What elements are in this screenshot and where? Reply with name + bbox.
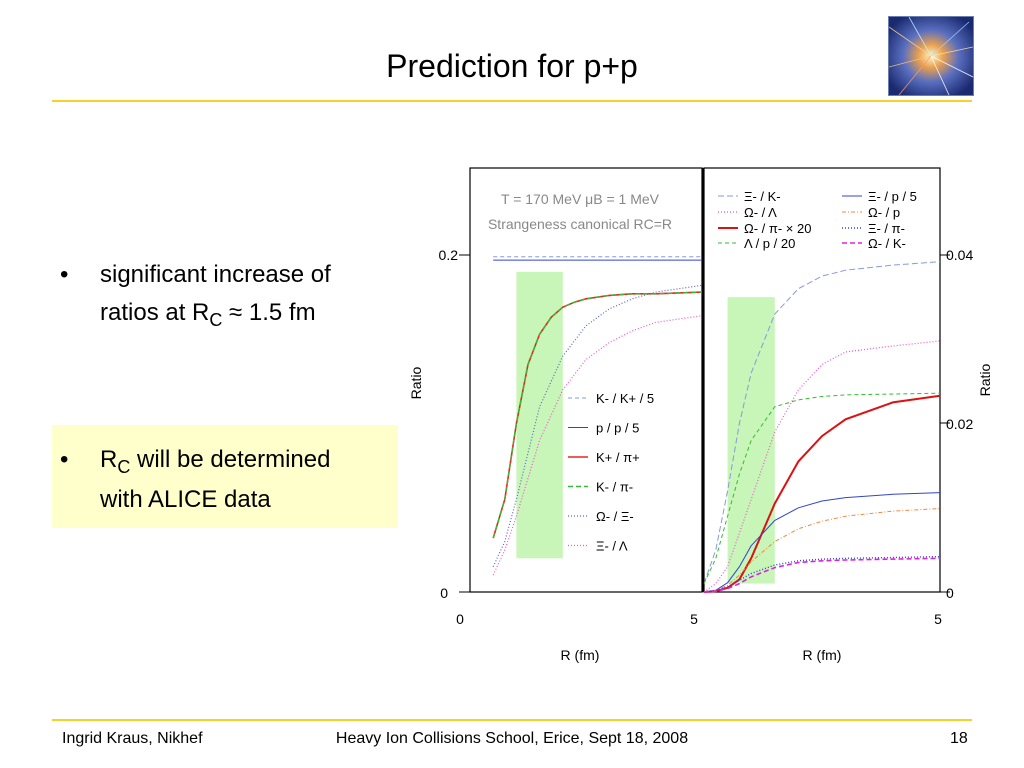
footer-author: Ingrid Kraus, Nikhef xyxy=(62,730,203,747)
rc-highlight-band xyxy=(516,271,563,559)
bullet-text: significant increase of ratios at RC ≈ 1… xyxy=(100,256,400,332)
x-tick-label: 0 xyxy=(456,611,464,627)
page-number: 18 xyxy=(950,730,968,747)
legend-label: Ξ- / p / 5 xyxy=(868,189,917,204)
x-axis-title: R (fm) xyxy=(803,647,842,663)
left-chart-panel: 0 5 0 0.2 R (fm) Ratio T = 170 MeV μB = 1 MeV S… xyxy=(408,167,703,663)
legend-label: Ξ- / K- xyxy=(744,189,781,204)
collision-event-logo xyxy=(888,16,974,96)
legend-label: K+ / π+ xyxy=(596,450,640,465)
slide-title: Prediction for p+p xyxy=(386,48,638,84)
legend-label: Ω- / K- xyxy=(868,236,906,251)
series-line xyxy=(703,492,941,593)
bullet-text-line: significant increase of xyxy=(100,261,331,288)
rc-highlight-band xyxy=(727,297,775,584)
y-tick-label: 0 xyxy=(440,585,448,601)
annotation-text: Strangeness canonical RC=R xyxy=(488,216,672,232)
legend-label: Ξ- / Λ xyxy=(596,539,628,554)
y-tick-label: 0.04 xyxy=(946,247,973,263)
bullet-item: • RC will be determined with ALICE data xyxy=(60,440,400,520)
plot-frame xyxy=(469,167,703,593)
y-tick-label: 0.2 xyxy=(439,247,459,263)
y-tick-label: 0.02 xyxy=(946,416,973,432)
title-divider xyxy=(52,100,972,102)
footer-event: Heavy Ion Collisions School, Erice, Sept… xyxy=(335,730,689,747)
legend-label: Ω- / Λ xyxy=(744,205,777,220)
subscript: C xyxy=(117,457,131,477)
bullet-text-line: with ALICE data xyxy=(100,486,271,513)
legend-label: Ω- / Ξ- xyxy=(596,509,634,524)
bullet-list: • significant increase of ratios at RC ≈… xyxy=(60,256,400,332)
legend-label: Λ / p / 20 xyxy=(744,236,795,251)
annotation-text: T = 170 MeV μB = 1 MeV xyxy=(501,191,660,207)
highlight-box xyxy=(52,425,398,528)
bullet-glyph: • xyxy=(60,261,69,288)
bullet-glyph: • xyxy=(60,446,69,473)
bullet-text-line: ratios at R xyxy=(100,299,210,326)
y-tick-label: 0 xyxy=(946,585,954,601)
series-line xyxy=(703,392,941,584)
x-tick-label: 5 xyxy=(690,611,698,627)
y-axis-title: Ratio xyxy=(977,363,993,396)
series-line xyxy=(703,261,941,584)
legend-label: p / p / 5 xyxy=(596,421,639,436)
footer-divider xyxy=(52,719,972,721)
series-line xyxy=(703,340,941,593)
series-line xyxy=(703,557,941,593)
legend-label: K- / π- xyxy=(596,480,633,495)
bullet-text: RC will be determined with ALICE data xyxy=(100,440,400,520)
right-chart-panel: 50 0.02 0.04 R (fm) Ratio Ξ- / K-Ω- / ΛΩ- / π… xyxy=(703,167,993,663)
bullet-text-line: ≈ 1.5 fm xyxy=(222,299,316,326)
legend-label: Ξ- / π- xyxy=(868,221,905,236)
bullet-text-line: R xyxy=(100,446,118,473)
legend-label: Ω- / p xyxy=(868,205,900,220)
series-line xyxy=(492,291,703,539)
series-line xyxy=(703,508,941,593)
bullet-item: • significant increase of ratios at RC ≈… xyxy=(60,256,400,332)
bullet-text-line: will be determined xyxy=(130,446,331,473)
x-axis-title: R (fm) xyxy=(561,647,600,663)
y-axis-title: Ratio xyxy=(408,366,424,399)
series-line xyxy=(492,315,703,576)
bullet-list: • RC will be determined with ALICE data xyxy=(60,440,400,520)
legend-label: K- / K+ / 5 xyxy=(596,391,654,406)
x-tick-label: 5 xyxy=(934,611,942,627)
legend-label: Ω- / π- × 20 xyxy=(744,221,811,236)
subscript: C xyxy=(209,310,223,330)
